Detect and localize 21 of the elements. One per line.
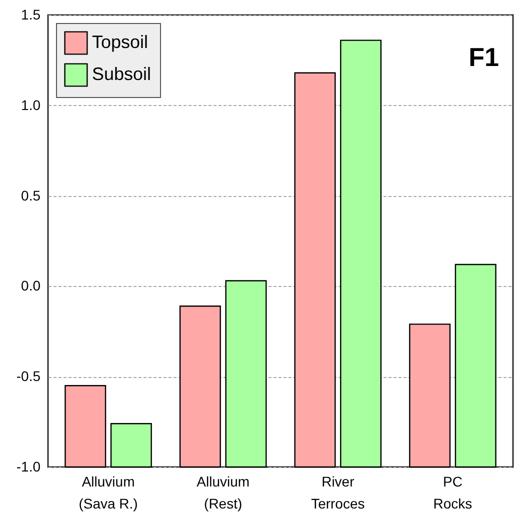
bar [340, 40, 382, 468]
x-tick-label: PC Rocks [433, 474, 472, 512]
legend-label: Subsoil [92, 64, 152, 84]
bar [409, 324, 451, 468]
x-tick-label: River Terroces [311, 474, 365, 512]
y-tick-label: 0.5 [21, 187, 41, 204]
bar [454, 264, 496, 468]
y-tick-label: -1.0 [16, 458, 41, 474]
y-tick-label: 1.5 [21, 6, 41, 22]
bar [179, 305, 221, 468]
bar [294, 72, 336, 468]
bar [110, 423, 152, 468]
annotation: F1 [468, 42, 499, 72]
legend-label: Topsoil [92, 32, 148, 52]
bar [64, 385, 106, 468]
bar [225, 280, 267, 468]
y-tick-label: -0.5 [16, 368, 41, 384]
x-tick-label: Alluvium (Sava R.) [78, 474, 138, 512]
x-tick-label: Alluvium (Rest) [196, 474, 250, 512]
y-tick-label: 0.0 [21, 278, 41, 294]
y-tick-label: 1.0 [21, 96, 41, 113]
